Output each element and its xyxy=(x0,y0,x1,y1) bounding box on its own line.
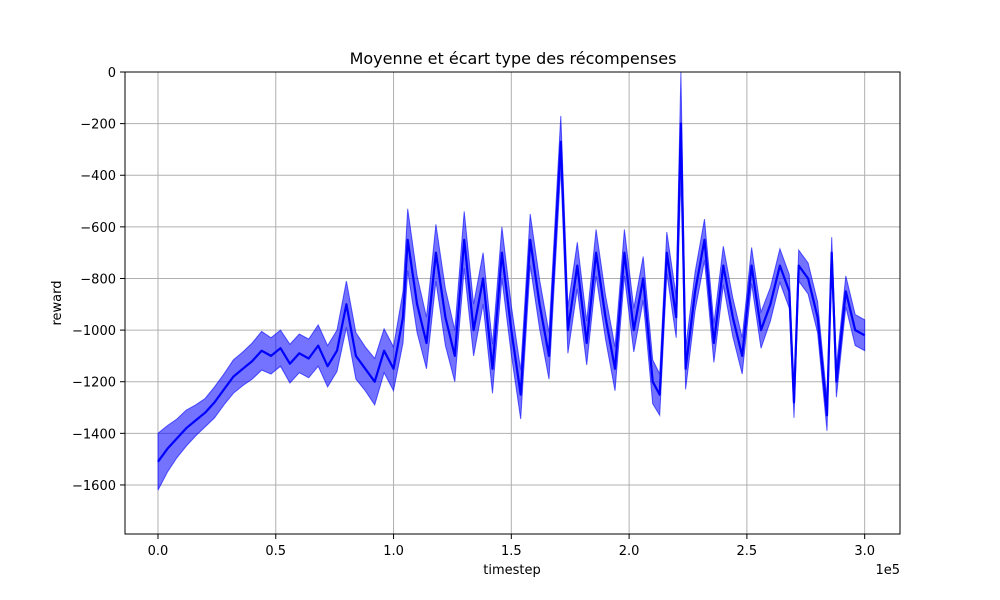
x-tick-label: 0.5 xyxy=(265,544,286,559)
x-tick-label: 0.0 xyxy=(148,544,169,559)
plot-area xyxy=(157,71,866,491)
x-tick-label: 3.0 xyxy=(854,544,875,559)
mean-line xyxy=(157,122,866,463)
plot-frame xyxy=(124,71,901,535)
x-tick-label: 1.5 xyxy=(501,544,522,559)
y-tick-label: −200 xyxy=(80,118,116,133)
y-axis-ticks: 0 −200 −400 −600 −800 −1000 −1200 −1400 −1600 xyxy=(72,66,125,494)
chart-title: Moyenne et écart type des récompenses xyxy=(350,49,677,68)
y-tick-label: −1600 xyxy=(72,479,116,494)
x-axis-label: timestep xyxy=(483,563,541,578)
y-tick-label: −1000 xyxy=(72,324,116,339)
y-tick-label: 0 xyxy=(108,66,116,81)
x-tick-label: 2.5 xyxy=(737,544,758,559)
y-axis-label: reward xyxy=(50,280,65,325)
y-tick-label: −1200 xyxy=(72,376,116,391)
x-axis-scale-label: 1e5 xyxy=(875,563,900,578)
grid xyxy=(125,71,900,534)
std-band xyxy=(157,71,866,491)
x-axis-ticks: 0.0 0.5 1.0 1.5 2.0 2.5 3.0 xyxy=(148,534,875,559)
x-tick-label: 1.0 xyxy=(383,544,404,559)
y-tick-label: −600 xyxy=(80,221,116,236)
y-tick-label: −400 xyxy=(80,169,116,184)
y-tick-label: −800 xyxy=(80,272,116,287)
x-tick-label: 2.0 xyxy=(619,544,640,559)
y-tick-label: −1400 xyxy=(72,427,116,442)
